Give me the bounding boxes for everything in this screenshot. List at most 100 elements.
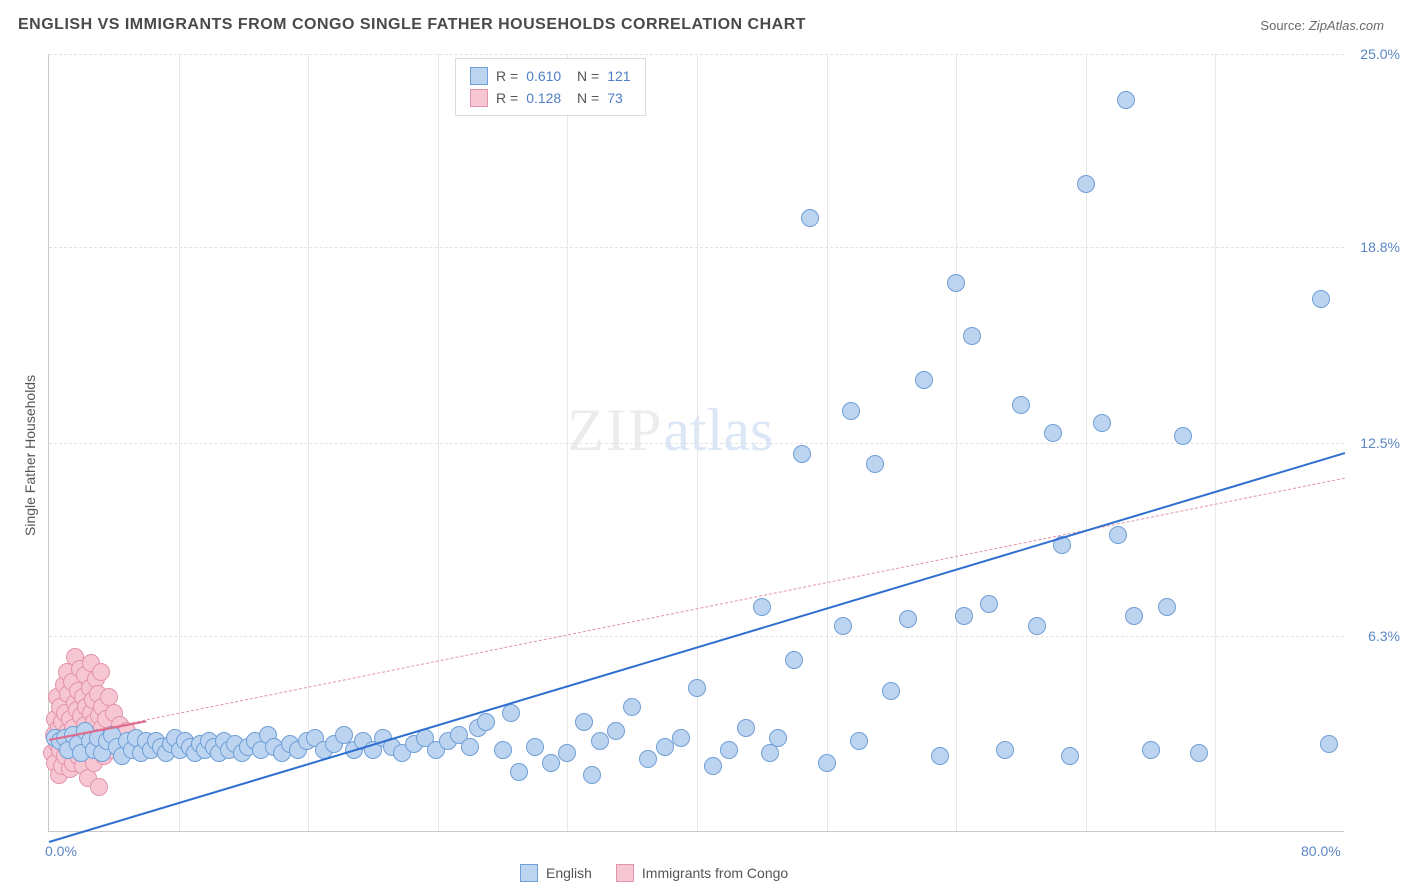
y-axis-title: Single Father Households <box>22 375 38 536</box>
data-point-english <box>688 679 706 697</box>
source-label: Source: <box>1260 18 1305 33</box>
data-point-english <box>1320 735 1338 753</box>
data-point-english <box>639 750 657 768</box>
x-gridline <box>1215 54 1216 831</box>
data-point-english <box>1077 175 1095 193</box>
legend-row-english: R = 0.610 N = 121 <box>470 65 631 87</box>
data-point-english <box>737 719 755 737</box>
data-point-english <box>769 729 787 747</box>
source-attribution: Source: ZipAtlas.com <box>1260 18 1384 33</box>
chart-container: ENGLISH VS IMMIGRANTS FROM CONGO SINGLE … <box>0 0 1406 892</box>
data-point-english <box>915 371 933 389</box>
legend-swatch-icon <box>470 89 488 107</box>
x-gridline <box>567 54 568 831</box>
data-point-english <box>558 744 576 762</box>
data-point-english <box>761 744 779 762</box>
data-point-english <box>704 757 722 775</box>
series-label: English <box>546 865 592 881</box>
legend-n-label: N = <box>569 87 599 109</box>
legend-r-label: R = <box>496 65 518 87</box>
x-gridline <box>827 54 828 831</box>
data-point-english <box>1093 414 1111 432</box>
data-point-english <box>1190 744 1208 762</box>
data-point-english <box>1142 741 1160 759</box>
data-point-english <box>526 738 544 756</box>
watermark-zip: ZIP <box>567 397 663 463</box>
data-point-english <box>502 704 520 722</box>
data-point-english <box>793 445 811 463</box>
y-tick-label: 6.3% <box>1368 628 1400 644</box>
x-tick-label: 80.0% <box>1301 843 1341 859</box>
scatter-plot: ZIPatlas 6.3%12.5%18.8%25.0%0.0%80.0% <box>48 54 1344 832</box>
data-point-english <box>980 595 998 613</box>
x-gridline <box>308 54 309 831</box>
data-point-english <box>1012 396 1030 414</box>
data-point-english <box>583 766 601 784</box>
data-point-english <box>955 607 973 625</box>
data-point-english <box>607 722 625 740</box>
data-point-english <box>1109 526 1127 544</box>
data-point-english <box>931 747 949 765</box>
data-point-english <box>818 754 836 772</box>
legend-swatch-icon <box>520 864 538 882</box>
legend-series: English Immigrants from Congo <box>520 864 788 882</box>
data-point-english <box>899 610 917 628</box>
data-point-english <box>850 732 868 750</box>
y-tick-label: 12.5% <box>1360 435 1400 451</box>
x-gridline <box>1086 54 1087 831</box>
legend-correlation: R = 0.610 N = 121R = 0.128 N = 73 <box>455 58 646 116</box>
data-point-english <box>801 209 819 227</box>
data-point-english <box>461 738 479 756</box>
data-point-english <box>1044 424 1062 442</box>
x-gridline <box>697 54 698 831</box>
data-point-english <box>882 682 900 700</box>
data-point-english <box>623 698 641 716</box>
legend-n-label: N = <box>569 65 599 87</box>
data-point-english <box>1174 427 1192 445</box>
data-point-english <box>591 732 609 750</box>
source-value: ZipAtlas.com <box>1309 18 1384 33</box>
data-point-english <box>510 763 528 781</box>
series-label: Immigrants from Congo <box>642 865 788 881</box>
data-point-english <box>834 617 852 635</box>
data-point-english <box>947 274 965 292</box>
y-tick-label: 25.0% <box>1360 46 1400 62</box>
data-point-english <box>575 713 593 731</box>
data-point-english <box>477 713 495 731</box>
series-legend-congo: Immigrants from Congo <box>616 864 788 882</box>
legend-swatch-icon <box>470 67 488 85</box>
data-point-english <box>963 327 981 345</box>
data-point-english <box>866 455 884 473</box>
legend-r-label: R = <box>496 87 518 109</box>
data-point-congo <box>90 778 108 796</box>
data-point-english <box>542 754 560 772</box>
legend-n-value: 121 <box>607 65 630 87</box>
y-tick-label: 18.8% <box>1360 239 1400 255</box>
data-point-english <box>494 741 512 759</box>
watermark: ZIPatlas <box>567 396 773 465</box>
legend-n-value: 73 <box>607 87 623 109</box>
legend-swatch-icon <box>616 864 634 882</box>
legend-row-congo: R = 0.128 N = 73 <box>470 87 631 109</box>
data-point-english <box>1158 598 1176 616</box>
legend-r-value: 0.128 <box>526 87 561 109</box>
data-point-english <box>1125 607 1143 625</box>
chart-title: ENGLISH VS IMMIGRANTS FROM CONGO SINGLE … <box>18 16 806 34</box>
data-point-english <box>753 598 771 616</box>
x-gridline <box>179 54 180 831</box>
data-point-english <box>1117 91 1135 109</box>
watermark-atlas: atlas <box>663 397 773 463</box>
data-point-english <box>1312 290 1330 308</box>
data-point-english <box>785 651 803 669</box>
data-point-congo <box>92 663 110 681</box>
x-tick-label: 0.0% <box>45 843 77 859</box>
series-legend-english: English <box>520 864 592 882</box>
data-point-english <box>672 729 690 747</box>
data-point-english <box>996 741 1014 759</box>
x-gridline <box>438 54 439 831</box>
x-gridline <box>956 54 957 831</box>
data-point-english <box>1028 617 1046 635</box>
data-point-english <box>720 741 738 759</box>
data-point-english <box>656 738 674 756</box>
data-point-english <box>842 402 860 420</box>
